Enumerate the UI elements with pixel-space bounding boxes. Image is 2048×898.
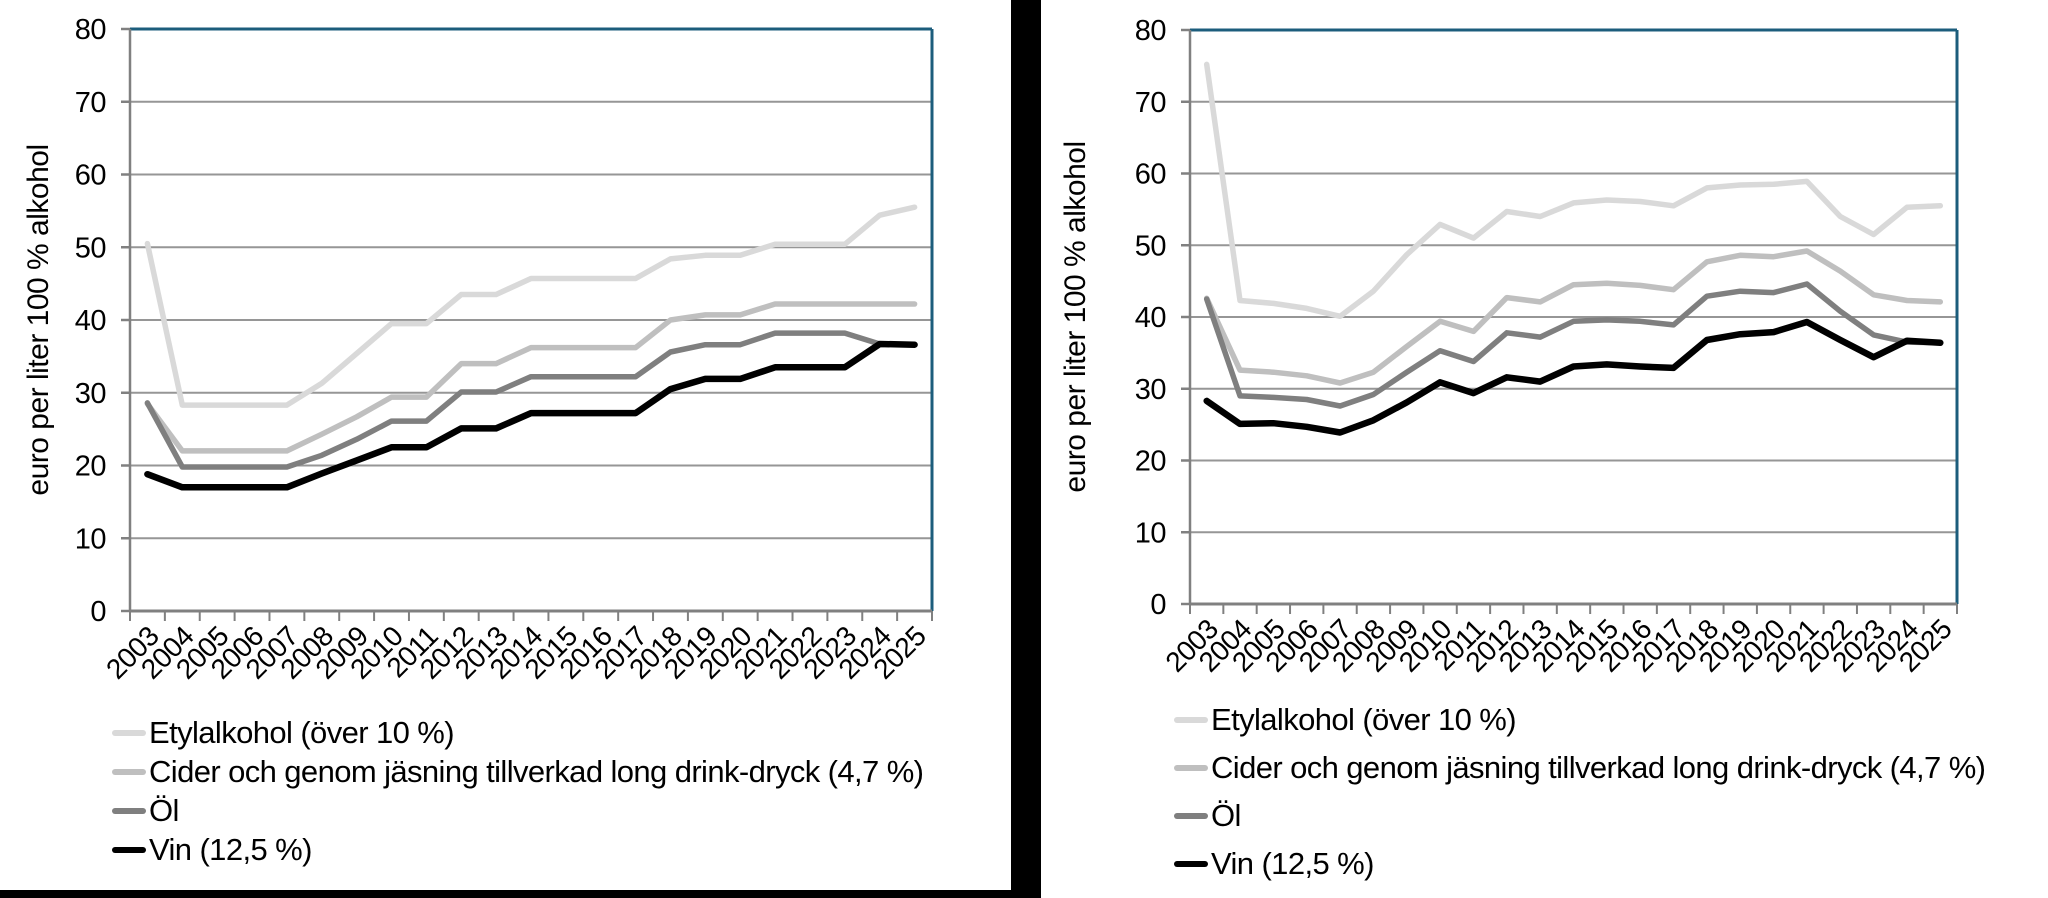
legend-item: Öl [1174, 800, 1985, 831]
chart-panel-left: 0 10 20 30 40 50 60 70 80 2003 2004 2005 2006 2007 200… [0, 0, 1011, 898]
y-tick-label: 40 [75, 305, 106, 337]
y-tick-label: 10 [1135, 517, 1166, 549]
y-tick-label: 0 [1150, 589, 1166, 621]
series-line-3 [1203, 318, 1944, 436]
series-line-2 [144, 330, 918, 470]
bottom-separator-bar [0, 890, 1041, 898]
legend-item: Etylalkohol (över 10 %) [1174, 704, 1985, 735]
legend-label: Cider och genom jäsning tillverkad long … [149, 754, 924, 789]
series-line-3 [144, 340, 918, 491]
series-line-1 [144, 301, 918, 454]
legend-label: Cider och genom jäsning tillverkad long … [1211, 750, 1986, 785]
legend-line-swatch [112, 768, 146, 775]
legend-line-swatch [1174, 716, 1208, 723]
y-tick-label: 70 [75, 87, 106, 119]
series-line-2 [1203, 281, 1944, 409]
y-tick-label: 20 [1135, 446, 1166, 478]
y-tick-label: 10 [75, 523, 106, 555]
right-chart-canvas: 0102030405060708020032004200520062007200… [1059, 15, 1959, 678]
y-axis-title: euro per liter 100 % alkohol [22, 144, 55, 495]
legend-line-swatch [1174, 764, 1208, 771]
chart-panel-right: 0 10 20 30 40 50 60 70 80 2003 2004 2005 2006 2007 200… [1041, 0, 2048, 898]
series-line-0 [144, 204, 918, 408]
y-tick-label: 80 [75, 14, 106, 46]
y-tick-label: 30 [1135, 374, 1166, 406]
legend-label: Etylalkohol (över 10 %) [149, 715, 455, 750]
legend-item: Cider och genom jäsning tillverkad long … [112, 754, 924, 789]
y-tick-label: 40 [1135, 302, 1166, 334]
left-chart-canvas: 0102030405060708020032004200520062007200… [22, 14, 934, 685]
y-tick-label: 60 [75, 160, 106, 192]
legend-item: Etylalkohol (över 10 %) [112, 717, 923, 748]
y-tick-label: 70 [1135, 87, 1166, 119]
legend-item: Öl [112, 795, 923, 826]
legend-line-swatch [1174, 860, 1208, 867]
y-tick-label: 0 [90, 596, 106, 628]
legend-item: Cider och genom jäsning tillverkad long … [1174, 750, 1986, 785]
legend-label: Etylalkohol (över 10 %) [1211, 702, 1517, 737]
legend-item: Vin (12,5 %) [1174, 848, 1985, 879]
legend-line-swatch [1174, 812, 1208, 819]
series-line-0 [1203, 61, 1944, 320]
legend-line-swatch [112, 807, 146, 814]
left-chart-legend: Etylalkohol (över 10 %) Cider och genom j… [112, 717, 924, 865]
y-tick-label: 30 [75, 378, 106, 410]
legend-item: Vin (12,5 %) [112, 834, 923, 865]
y-tick-label: 60 [1135, 159, 1166, 191]
vertical-separator-bar [1011, 0, 1041, 898]
y-axis-title: euro per liter 100 % alkohol [1059, 141, 1092, 492]
y-tick-label: 50 [75, 232, 106, 264]
y-tick-label: 80 [1135, 15, 1166, 47]
series-line-1 [1203, 248, 1944, 386]
legend-label: Öl [149, 793, 179, 828]
legend-label: Öl [1211, 798, 1241, 833]
legend-line-swatch [112, 729, 146, 736]
y-tick-label: 20 [75, 451, 106, 483]
legend-label: Vin (12,5 %) [1211, 846, 1374, 881]
legend-label: Vin (12,5 %) [149, 832, 312, 867]
y-tick-label: 50 [1135, 230, 1166, 262]
right-chart-legend: Etylalkohol (över 10 %) Cider och genom j… [1174, 704, 1986, 879]
legend-line-swatch [112, 846, 146, 853]
